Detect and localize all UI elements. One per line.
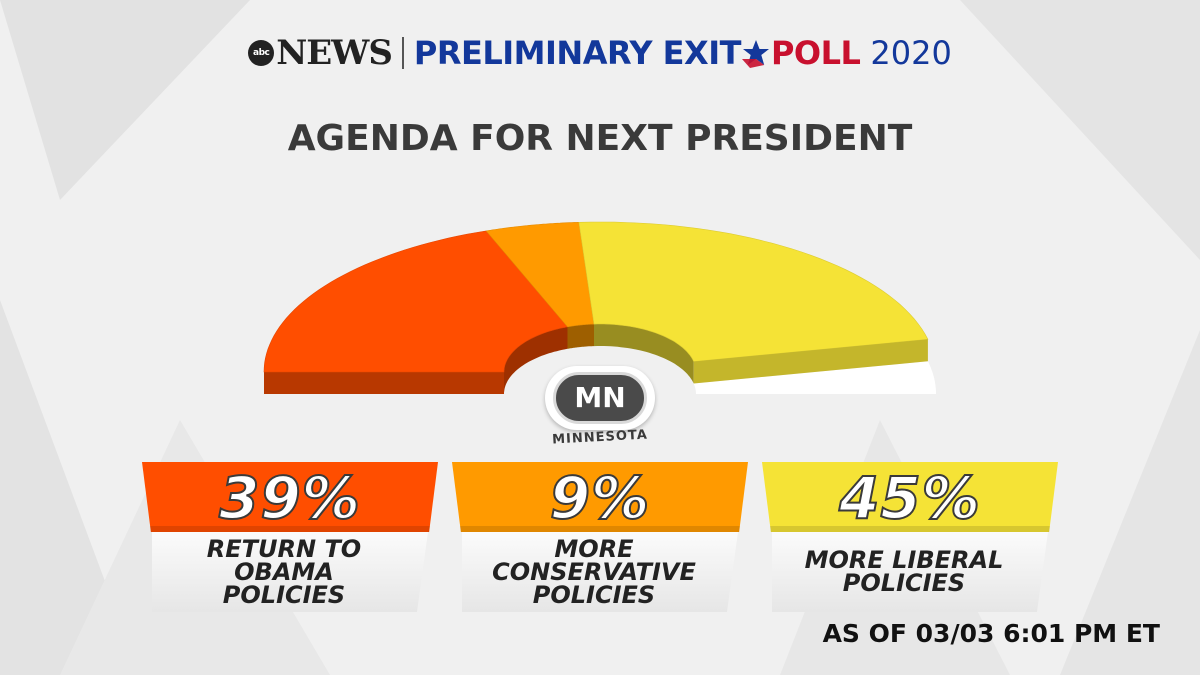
pie-slice-1 <box>485 221 595 349</box>
abc-logo: abc <box>248 40 275 66</box>
slice-inner-wall <box>567 324 594 349</box>
slice-side-face <box>693 339 928 384</box>
result-card-value-bg: 9% <box>452 462 748 532</box>
result-card-value-bg: 39% <box>142 462 438 532</box>
pie-slice-0 <box>263 230 569 394</box>
result-card-conservative: 9% MORE CONSERVATIVE POLICIES <box>452 462 748 622</box>
result-card-label-bg: MORE LIBERAL POLICIES <box>772 532 1048 612</box>
result-category-label: MORE LIBERAL POLICIES <box>804 546 1004 597</box>
result-card-value-bg: 45% <box>762 462 1058 532</box>
result-value-label: 39% <box>218 463 361 532</box>
result-category-label: RETURN TO OBAMA POLICIES <box>206 534 362 609</box>
chart-title: AGENDA FOR NEXT PRESIDENT <box>287 118 913 159</box>
star-icon <box>741 40 769 68</box>
result-card-obama: 39% RETURN TO OBAMA POLICIES <box>142 462 438 622</box>
result-card-label-bg: MORE CONSERVATIVE POLICIES <box>462 532 738 612</box>
header: abc NEWS PRELIMINARY EXIT POLL 2020 <box>0 28 1200 78</box>
state-badge: MN <box>545 366 655 430</box>
result-card-liberal: 45% MORE LIBERAL POLICIES <box>762 462 1058 622</box>
header-divider <box>401 37 404 69</box>
pie-slice-2 <box>578 221 929 384</box>
result-card-label-bg: RETURN TO OBAMA POLICIES <box>152 532 428 612</box>
slice-front-edge <box>264 372 504 394</box>
slice-inner-wall <box>504 326 568 394</box>
header-title-a: PRELIMINARY EXIT <box>413 34 742 72</box>
unfilled-track <box>693 361 936 394</box>
header-year: 2020 <box>870 34 952 72</box>
header-title-b: POLL <box>770 34 861 72</box>
state-abbr: MN <box>553 372 647 424</box>
brand-news: NEWS <box>276 33 393 73</box>
result-category-label: MORE CONSERVATIVE POLICIES <box>492 534 696 609</box>
as-of-timestamp: AS OF 03/03 6:01 PM ET <box>822 619 1160 648</box>
result-value-label: 9% <box>549 463 651 532</box>
result-value-label: 45% <box>838 463 981 532</box>
